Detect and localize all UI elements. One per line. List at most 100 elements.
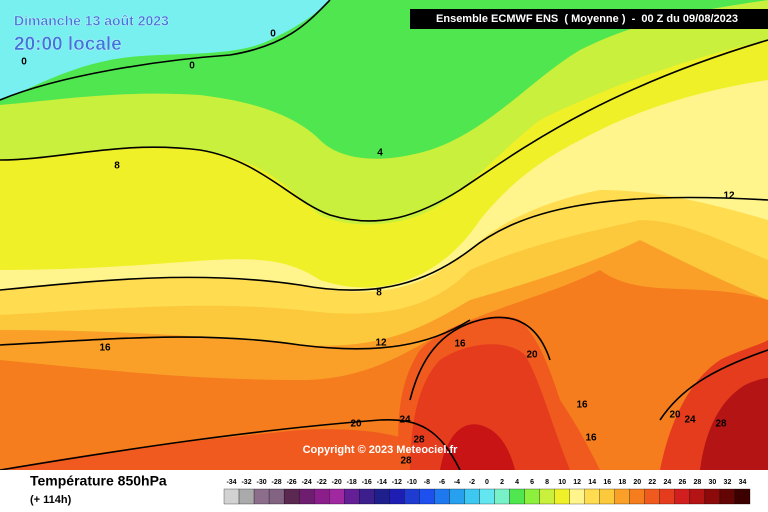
legend-swatch bbox=[449, 488, 465, 505]
legend-label: -14 bbox=[377, 479, 387, 486]
field-24 bbox=[410, 344, 570, 470]
field-28 bbox=[440, 424, 515, 470]
contour-label: 16 bbox=[576, 400, 588, 411]
legend-swatch bbox=[238, 488, 255, 505]
legend-label: -6 bbox=[439, 479, 445, 486]
legend-swatch bbox=[434, 488, 450, 505]
legend-label: 10 bbox=[558, 479, 566, 486]
date: Dimanche 13 août 2023 bbox=[14, 13, 169, 29]
model-info: Ensemble ECMWF ENS ( Moyenne ) - 00 Z du… bbox=[436, 13, 738, 25]
legend-swatch bbox=[253, 488, 270, 505]
legend-swatch bbox=[494, 488, 510, 505]
contour-line bbox=[659, 349, 768, 421]
contour-label: 28 bbox=[400, 456, 412, 467]
legend-label: 26 bbox=[678, 479, 686, 486]
legend-label: 0 bbox=[485, 479, 489, 486]
legend-swatch bbox=[359, 488, 375, 505]
legend-label: 18 bbox=[618, 479, 626, 486]
legend-swatch bbox=[599, 488, 615, 505]
temperature-field bbox=[0, 0, 768, 470]
lead-time: (+ 114h) bbox=[30, 494, 72, 506]
legend-label: -22 bbox=[317, 479, 327, 486]
legend-swatch bbox=[719, 488, 736, 505]
contour-label: 24 bbox=[399, 415, 411, 426]
legend-label: 14 bbox=[588, 479, 596, 486]
field-east-28 bbox=[700, 378, 768, 470]
contour-line bbox=[0, 196, 768, 291]
contour-label: 4 bbox=[377, 148, 383, 159]
legend-swatch bbox=[614, 488, 630, 505]
legend-label: -30 bbox=[257, 479, 267, 486]
legend-swatch bbox=[674, 488, 691, 505]
legend-label: -32 bbox=[241, 479, 251, 486]
legend-swatch bbox=[659, 488, 676, 505]
contour-label: 0 bbox=[270, 29, 276, 40]
legend-label: -10 bbox=[407, 479, 417, 486]
contour-label: 20 bbox=[526, 350, 538, 361]
legend-label: 20 bbox=[633, 479, 641, 486]
legend-label: 8 bbox=[545, 479, 549, 486]
contour-label: 20 bbox=[669, 410, 681, 421]
contour-label: 28 bbox=[715, 419, 727, 430]
legend-label: -20 bbox=[332, 479, 342, 486]
contour-label: 28 bbox=[413, 435, 425, 446]
contours bbox=[0, 0, 768, 471]
legend-label: 16 bbox=[603, 479, 611, 486]
legend-label: -8 bbox=[424, 479, 430, 486]
legend-label: 30 bbox=[709, 479, 717, 486]
contour-label: 16 bbox=[585, 433, 597, 444]
legend-swatch bbox=[539, 488, 555, 505]
legend-label: -4 bbox=[454, 479, 460, 486]
legend-swatch bbox=[584, 488, 600, 505]
legend-label: -16 bbox=[362, 479, 372, 486]
legend-swatch bbox=[464, 488, 480, 505]
contour-label: 20 bbox=[350, 419, 362, 430]
local-time: 20:00 locale bbox=[14, 34, 122, 55]
legend-swatch bbox=[419, 488, 435, 505]
legend-swatch bbox=[629, 488, 645, 505]
legend-swatch bbox=[374, 488, 390, 505]
legend-label: -28 bbox=[272, 479, 282, 486]
contour-label: 12 bbox=[375, 338, 387, 349]
contour-label: 16 bbox=[99, 343, 111, 354]
legend-label: -34 bbox=[226, 479, 236, 486]
contour-label: 16 bbox=[454, 339, 466, 350]
contour-label: 12 bbox=[723, 191, 735, 202]
legend-label: 32 bbox=[724, 479, 732, 486]
contour-label: 0 bbox=[21, 57, 27, 68]
legend-swatch bbox=[283, 488, 300, 505]
legend-swatch bbox=[689, 488, 706, 505]
legend-label: -18 bbox=[347, 479, 357, 486]
legend-swatch bbox=[389, 488, 405, 505]
legend-swatch bbox=[704, 488, 721, 505]
legend-label: -2 bbox=[469, 479, 475, 486]
legend-label: 2 bbox=[500, 479, 504, 486]
contour-line bbox=[0, 319, 471, 350]
legend-label: 34 bbox=[739, 479, 747, 486]
legend-swatch bbox=[223, 488, 240, 505]
legend-swatch bbox=[344, 488, 360, 505]
legend-swatch bbox=[404, 488, 420, 505]
legend-label: -26 bbox=[287, 479, 297, 486]
legend-swatch bbox=[524, 488, 540, 505]
legend-label: -24 bbox=[302, 479, 312, 486]
contour-line bbox=[0, 39, 768, 222]
legend-swatch bbox=[314, 488, 330, 505]
legend-swatch bbox=[734, 488, 751, 505]
legend-label: 24 bbox=[663, 479, 671, 486]
legend-swatch bbox=[298, 488, 315, 505]
legend-swatch bbox=[509, 488, 525, 505]
legend-swatch bbox=[644, 488, 660, 505]
legend-swatch bbox=[268, 488, 285, 505]
contour-line bbox=[0, 0, 331, 101]
field-0 bbox=[0, 0, 330, 100]
copyright: Copyright © 2023 Meteociel.fr bbox=[303, 444, 459, 456]
contour-label: 8 bbox=[376, 288, 382, 299]
legend-swatch bbox=[479, 488, 495, 505]
contour-line bbox=[0, 419, 461, 471]
legend-label: 6 bbox=[530, 479, 534, 486]
contour-label: 0 bbox=[189, 61, 195, 72]
legend-swatch bbox=[569, 488, 585, 505]
